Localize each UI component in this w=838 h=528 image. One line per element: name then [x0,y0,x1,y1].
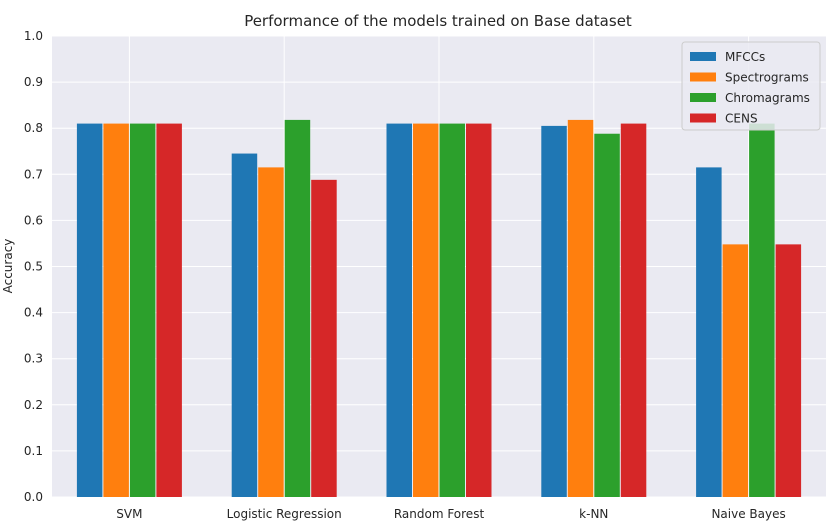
y-tick-label: 0.7 [24,167,43,181]
legend-box [681,41,821,131]
y-axis-label: Accuracy [1,239,15,294]
bar-spectrograms-svm [103,123,129,497]
y-tick-label: 0.4 [24,306,43,320]
legend: MFCCs Spectrograms Chromagrams CENS [681,41,821,131]
x-tick-label: SVM [116,507,142,521]
bar-spectrograms-logistic-regression [258,167,284,497]
x-tick-label: Logistic Regression [227,507,342,521]
bar-spectrograms-naive-bayes [722,244,749,497]
bar-mfccs-logistic-regression [231,153,258,497]
legend-label-spectrograms: Spectrograms [725,71,809,85]
bar-chromagrams-random-forest [439,123,465,497]
bar-mfccs-random-forest [386,123,412,497]
bar-cens-naive-bayes [775,244,802,497]
x-tick-label: k-NN [579,507,608,521]
y-tick-label: 0.6 [24,213,43,227]
bar-chromagrams-naive-bayes [749,123,775,497]
legend-label-mfccs: MFCCs [725,50,765,64]
legend-label-cens: CENS [725,112,758,126]
y-tick-label: 1.0 [24,29,43,43]
y-tick-label: 0.9 [24,75,43,89]
bar-spectrograms-k-nn [567,119,594,497]
legend-swatch-mfccs [690,52,716,61]
y-tick-labels: 0.0 0.1 0.2 0.3 0.4 0.5 0.6 0.7 0.8 0.9 1.0 [24,29,43,504]
y-tick-label: 0.5 [24,260,43,274]
y-tick-label: 0.1 [24,444,43,458]
y-tick-label: 0.8 [24,121,43,135]
legend-swatch-chromagrams [690,93,716,102]
bar-cens-k-nn [620,123,647,497]
bar-chromagrams-logistic-regression [284,119,311,497]
x-tick-label: Naive Bayes [711,507,785,521]
bar-mfccs-k-nn [541,125,567,498]
bar-cens-random-forest [466,123,492,497]
bar-chromagrams-k-nn [594,133,620,497]
y-tick-label: 0.0 [24,490,43,504]
bar-mfccs-naive-bayes [696,167,722,497]
bar-cens-svm [156,123,182,497]
chart-title: Performance of the models trained on Bas… [244,12,632,30]
bar-cens-logistic-regression [311,179,337,497]
legend-swatch-cens [690,113,716,123]
x-tick-label: Random Forest [394,507,485,521]
bar-chromagrams-svm [129,123,156,497]
x-tick-labels: SVM Logistic Regression Random Forest k-NN N… [116,507,785,521]
bar-spectrograms-random-forest [413,123,439,497]
y-tick-label: 0.2 [24,398,43,412]
bars [76,119,802,498]
legend-swatch-spectrograms [690,72,716,82]
bar-mfccs-svm [76,123,103,497]
legend-label-chromagrams: Chromagrams [725,91,810,105]
y-tick-label: 0.3 [24,352,43,366]
